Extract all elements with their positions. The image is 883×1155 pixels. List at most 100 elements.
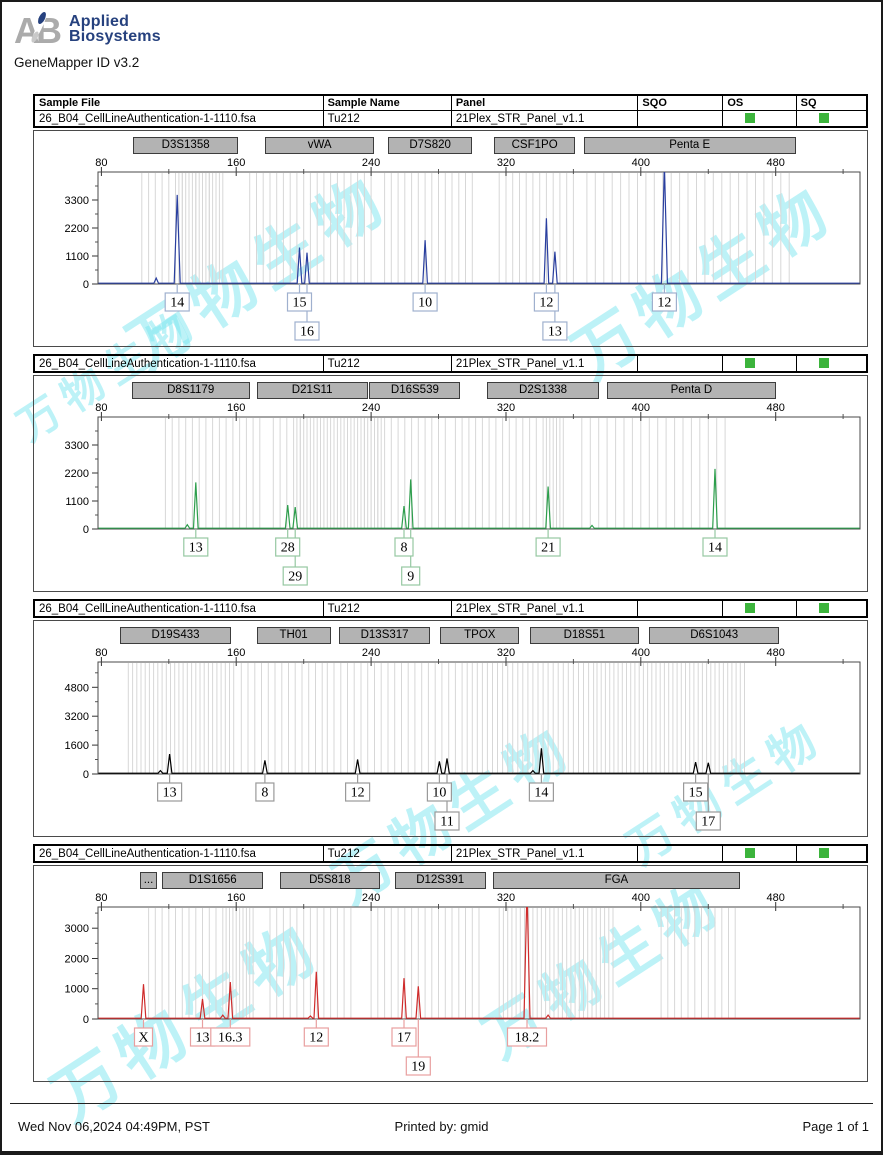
sq-status-square — [818, 603, 829, 614]
allele-label: 17 — [695, 811, 721, 831]
svg-text:400: 400 — [632, 892, 650, 904]
marker-button-D3S1358: D3S1358 — [133, 137, 238, 154]
svg-text:17: 17 — [397, 1031, 411, 1046]
logo-line-2: Biosystems — [69, 28, 161, 45]
allele-label: 14 — [702, 537, 728, 557]
panel-group: 26_B04_CellLineAuthentication-1-1110.fsa… — [33, 354, 868, 592]
allele-label: 13 — [183, 537, 209, 557]
svg-text:10: 10 — [432, 786, 446, 801]
os-cell — [722, 110, 797, 128]
svg-text:13: 13 — [189, 541, 203, 556]
allele-label: 12 — [533, 292, 559, 312]
sample-file-cell: 26_B04_CellLineAuthentication-1-1110.fsa — [33, 844, 324, 863]
sample-name-cell: Tu212 — [322, 110, 452, 128]
allele-label: 12 — [303, 1027, 329, 1047]
footer-datetime: Wed Nov 06,2024 04:49PM, PST — [18, 1119, 210, 1134]
sample-file-cell: 26_B04_CellLineAuthentication-1-1110.fsa — [33, 599, 324, 618]
svg-text:2200: 2200 — [65, 468, 89, 480]
electropherogram-panel: ... D1S1656 D5S818 D12S391 FGA 80 160 240 320 40… — [33, 865, 868, 1082]
svg-text:80: 80 — [95, 892, 107, 904]
marker-button-TH01: TH01 — [256, 627, 331, 644]
svg-text:400: 400 — [632, 157, 650, 169]
svg-text:400: 400 — [632, 647, 650, 659]
marker-button-row: D3S1358 vWA D7S820 CSF1PO Penta E — [34, 137, 867, 156]
allele-label: 9 — [401, 566, 421, 586]
allele-label: 15 — [286, 292, 313, 312]
svg-text:320: 320 — [497, 647, 515, 659]
sample-row-table: 26_B04_CellLineAuthentication-1-1110.fsa… — [33, 354, 868, 373]
allele-label: 18.2 — [506, 1027, 548, 1047]
svg-text:1100: 1100 — [65, 496, 89, 508]
svg-text:80: 80 — [95, 402, 107, 414]
sample-file-cell: 26_B04_CellLineAuthentication-1-1110.fsa — [33, 354, 324, 373]
svg-text:240: 240 — [362, 647, 380, 659]
allele-label: 29 — [282, 566, 308, 586]
svg-text:9: 9 — [407, 570, 414, 585]
svg-text:12: 12 — [657, 296, 671, 311]
sample-row-table: 26_B04_CellLineAuthentication-1-1110.fsa… — [33, 844, 868, 863]
allele-label: 16 — [294, 321, 320, 341]
svg-text:480: 480 — [767, 892, 785, 904]
svg-text:320: 320 — [497, 402, 515, 414]
marker-button-vWA: vWA — [264, 137, 375, 154]
electropherogram-panel: D8S1179 D21S11 D16S539 D2S1338 Penta D 80 160… — [33, 375, 868, 592]
svg-text:12: 12 — [309, 1031, 323, 1046]
allele-label: 14 — [528, 782, 554, 802]
marker-button-D16S539: D16S539 — [369, 382, 461, 399]
col-os: OS — [722, 94, 797, 111]
allele-label: X — [133, 1027, 154, 1047]
sample-name-cell: Tu212 — [322, 599, 452, 618]
svg-text:19: 19 — [411, 1060, 425, 1075]
marker-button-D21S11: D21S11 — [256, 382, 368, 399]
svg-text:4800: 4800 — [65, 682, 89, 694]
svg-text:8: 8 — [261, 786, 268, 801]
report-footer: Wed Nov 06,2024 04:49PM, PST Printed by:… — [10, 1103, 873, 1134]
marker-button-D19S433: D19S433 — [119, 627, 232, 644]
marker-button-D18S51: D18S51 — [529, 627, 640, 644]
allele-label: 14 — [164, 292, 190, 312]
allele-label: 16.3 — [210, 1027, 251, 1047]
svg-text:29: 29 — [288, 570, 302, 585]
marker-button-CSF1PO: CSF1PO — [494, 137, 576, 154]
svg-text:11: 11 — [440, 815, 453, 830]
app-version: GeneMapper ID v3.2 — [14, 55, 140, 70]
logo-wordmark: Applied Biosystems — [69, 10, 161, 45]
footer-page-number: Page 1 of 1 — [802, 1119, 870, 1134]
sq-cell — [795, 354, 868, 373]
svg-text:0: 0 — [83, 1014, 89, 1026]
os-cell — [722, 844, 797, 863]
svg-text:3300: 3300 — [65, 440, 89, 452]
col-sq: SQ — [795, 94, 868, 111]
svg-text:160: 160 — [227, 157, 245, 169]
svg-text:3300: 3300 — [65, 195, 89, 207]
col-sample-file: Sample File — [33, 94, 324, 111]
marker-button-TPOX: TPOX — [440, 627, 520, 644]
marker-button-D5S818: D5S818 — [280, 872, 380, 889]
svg-text:320: 320 — [497, 892, 515, 904]
marker-button-row: D19S433 TH01 D13S317 TPOX D18S51 D6S1043 — [34, 627, 867, 646]
panel-group: 26_B04_CellLineAuthentication-1-1110.fsa… — [33, 599, 868, 837]
panel-name-cell: 21Plex_STR_Panel_v1.1 — [450, 844, 639, 863]
svg-text:320: 320 — [497, 157, 515, 169]
marker-button-D1S1656: D1S1656 — [162, 872, 264, 889]
os-cell — [722, 354, 797, 373]
sq-status-square — [818, 113, 829, 124]
allele-label: 19 — [405, 1056, 431, 1076]
svg-text:480: 480 — [767, 157, 785, 169]
allele-label: 10 — [426, 782, 452, 802]
panel-group: 26_B04_CellLineAuthentication-1-1110.fsa… — [33, 844, 868, 1082]
sqo-cell — [637, 354, 724, 373]
report-header: A B Applied Biosystems GeneMapper ID v3.… — [2, 2, 881, 88]
svg-text:15: 15 — [293, 296, 307, 311]
sq-cell — [795, 599, 868, 618]
svg-text:12: 12 — [351, 786, 365, 801]
sample-row-table: 26_B04_CellLineAuthentication-1-1110.fsa… — [33, 599, 868, 618]
svg-text:480: 480 — [767, 647, 785, 659]
svg-text:21: 21 — [541, 541, 555, 556]
svg-text:8: 8 — [401, 541, 408, 556]
marker-button-PentaD: Penta D — [607, 382, 776, 399]
svg-text:240: 240 — [362, 892, 380, 904]
sample-row: 26_B04_CellLineAuthentication-1-1110.fsa… — [33, 354, 868, 373]
allele-label: 21 — [535, 537, 561, 557]
